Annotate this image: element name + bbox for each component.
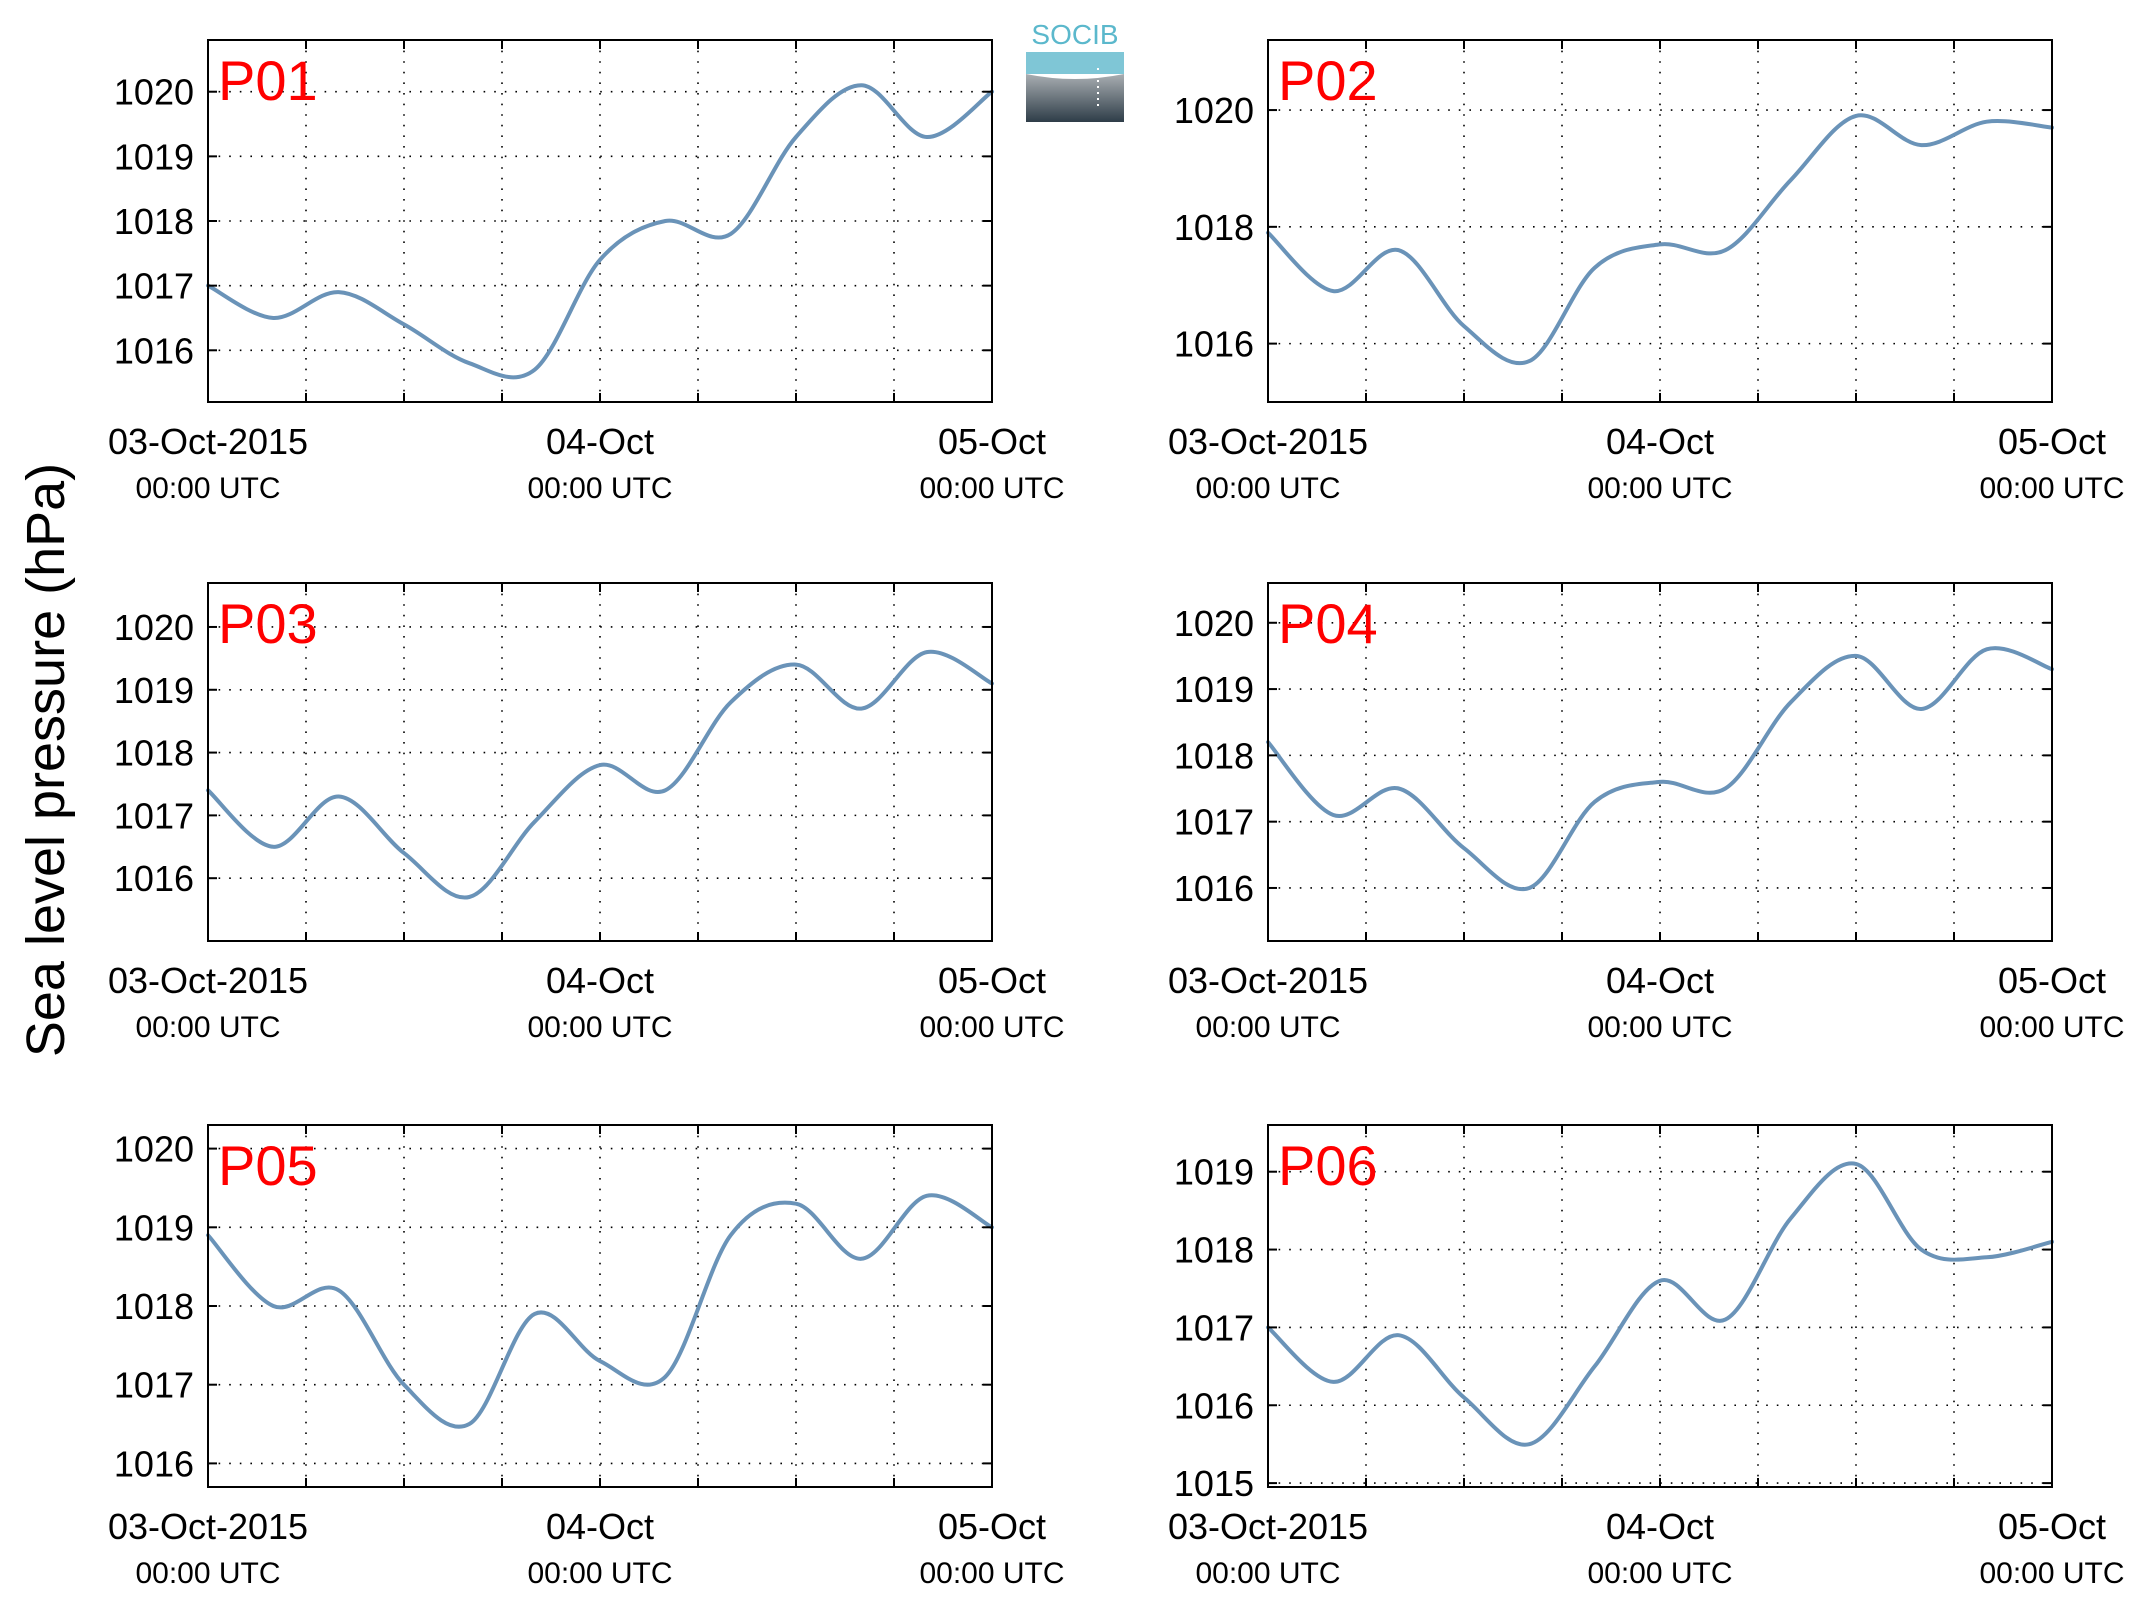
y-tick-label: 1018	[1174, 207, 1254, 248]
y-tick-label: 1020	[114, 1129, 194, 1170]
series-line-p05	[206, 1193, 994, 1429]
x-tick-label-time: 00:00 UTC	[1979, 472, 2124, 505]
panel-p02: 1016 1018 1020 03-Oct-2015 00:00 UTC 04-Oct 00…	[1168, 39, 2125, 505]
y-tick-label: 1017	[1174, 1307, 1254, 1348]
y-axis-label: Sea level pressure (hPa)	[16, 463, 76, 1057]
x-tick-label-date: 04-Oct	[1606, 421, 1714, 462]
y-tick-label: 1017	[114, 1365, 194, 1406]
x-tick-label-time: 00:00 UTC	[1195, 472, 1340, 505]
series-line-p02	[1266, 113, 2054, 366]
panel-p06: 1015 1016 1017 1018 1019 03-Oct-2015 00:00 UTC…	[1168, 1124, 2125, 1590]
x-tick-label-date: 05-Oct	[938, 421, 1046, 462]
y-tick-label: 1019	[114, 670, 194, 711]
y-tick-label: 1018	[1174, 735, 1254, 776]
x-tick-label-time: 00:00 UTC	[919, 472, 1064, 505]
chart-panels: 1016 1017 1018 1019 1020 03-Oct-2015 00:00 UTC…	[108, 39, 2125, 1590]
x-tick-label-date: 05-Oct	[938, 960, 1046, 1001]
x-tick-label-time: 00:00 UTC	[1979, 1557, 2124, 1590]
panel-label: P06	[1278, 1134, 1378, 1197]
x-tick-label-time: 00:00 UTC	[1195, 1557, 1340, 1590]
panel-p04: 1016 1017 1018 1019 1020 03-Oct-2015 00:00 UTC…	[1168, 582, 2125, 1044]
x-tick-label-time: 00:00 UTC	[527, 1557, 672, 1590]
panel-label: P04	[1278, 592, 1378, 655]
y-tick-label: 1019	[1174, 1152, 1254, 1193]
y-tick-label: 1016	[114, 330, 194, 371]
y-tick-label: 1019	[114, 136, 194, 177]
y-tick-label: 1016	[1174, 324, 1254, 365]
x-tick-label-date: 03-Oct-2015	[108, 421, 308, 462]
y-tick-label: 1018	[114, 1286, 194, 1327]
x-tick-label-date: 05-Oct	[938, 1506, 1046, 1547]
logo-top-band	[1026, 52, 1124, 74]
x-tick-label-date: 04-Oct	[546, 421, 654, 462]
logo-text: SOCIB	[1031, 19, 1118, 50]
panel-p01: 1016 1017 1018 1019 1020 03-Oct-2015 00:00 UTC…	[108, 39, 1065, 505]
y-tick-label: 1020	[1174, 603, 1254, 644]
x-tick-label-time: 00:00 UTC	[135, 472, 280, 505]
logo-bottom-band	[1026, 74, 1124, 122]
y-tick-label: 1020	[114, 607, 194, 648]
y-tick-label: 1017	[114, 795, 194, 836]
y-tick-label: 1019	[1174, 669, 1254, 710]
x-tick-label-time: 00:00 UTC	[1979, 1011, 2124, 1044]
x-tick-label-date: 03-Oct-2015	[1168, 1506, 1368, 1547]
x-tick-label-date: 03-Oct-2015	[108, 1506, 308, 1547]
y-tick-label: 1017	[114, 266, 194, 307]
x-tick-label-time: 00:00 UTC	[1587, 1011, 1732, 1044]
y-tick-label: 1018	[114, 733, 194, 774]
y-tick-label: 1019	[114, 1207, 194, 1248]
series-line-p03	[206, 649, 994, 900]
y-tick-label: 1020	[114, 72, 194, 113]
x-tick-label-time: 00:00 UTC	[919, 1011, 1064, 1044]
y-tick-label: 1016	[1174, 1385, 1254, 1426]
y-tick-label: 1018	[1174, 1230, 1254, 1271]
x-tick-label-time: 00:00 UTC	[135, 1557, 280, 1590]
panel-label: P03	[218, 592, 318, 655]
y-tick-label: 1017	[1174, 802, 1254, 843]
x-tick-label-time: 00:00 UTC	[1195, 1011, 1340, 1044]
x-tick-label-date: 04-Oct	[1606, 1506, 1714, 1547]
socib-logo: SOCIB	[1026, 19, 1124, 122]
series-line-p06	[1266, 1161, 2054, 1447]
panel-label: P01	[218, 49, 318, 112]
x-tick-label-date: 03-Oct-2015	[1168, 960, 1368, 1001]
x-tick-label-date: 04-Oct	[546, 1506, 654, 1547]
y-tick-label: 1015	[1174, 1463, 1254, 1504]
panel-label: P05	[218, 1134, 318, 1197]
series-line-p01	[206, 83, 994, 380]
x-tick-label-date: 03-Oct-2015	[1168, 421, 1368, 462]
panel-p03: 1016 1017 1018 1019 1020 03-Oct-2015 00:00 UTC…	[108, 582, 1065, 1044]
series-line-p04	[1266, 646, 2054, 892]
x-tick-label-date: 05-Oct	[1998, 960, 2106, 1001]
y-tick-label: 1018	[114, 201, 194, 242]
x-tick-label-time: 00:00 UTC	[135, 1011, 280, 1044]
x-tick-label-date: 04-Oct	[1606, 960, 1714, 1001]
y-tick-label: 1016	[1174, 868, 1254, 909]
x-tick-label-date: 04-Oct	[546, 960, 654, 1001]
x-tick-label-date: 05-Oct	[1998, 1506, 2106, 1547]
panel-label: P02	[1278, 49, 1378, 112]
y-tick-label: 1016	[114, 858, 194, 899]
x-tick-label-date: 05-Oct	[1998, 421, 2106, 462]
x-tick-label-time: 00:00 UTC	[527, 1011, 672, 1044]
x-tick-label-date: 03-Oct-2015	[108, 960, 308, 1001]
x-tick-label-time: 00:00 UTC	[1587, 472, 1732, 505]
x-tick-label-time: 00:00 UTC	[1587, 1557, 1732, 1590]
x-tick-label-time: 00:00 UTC	[527, 472, 672, 505]
y-tick-label: 1020	[1174, 90, 1254, 131]
y-tick-label: 1016	[114, 1443, 194, 1484]
panel-p05: 1016 1017 1018 1019 1020 03-Oct-2015 00:00 UTC…	[108, 1124, 1065, 1590]
x-tick-label-time: 00:00 UTC	[919, 1557, 1064, 1590]
